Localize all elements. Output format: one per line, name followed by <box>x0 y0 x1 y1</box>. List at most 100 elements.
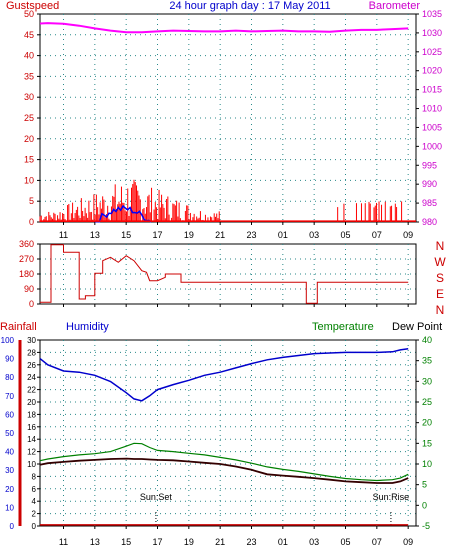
gust-tick-label: 35 <box>24 71 34 81</box>
temperature-tick-label: -5 <box>422 521 430 531</box>
wind-time-label: 07 <box>372 230 382 240</box>
wind-time-label: 11 <box>59 230 68 240</box>
direction-tick-label: 270 <box>19 254 34 264</box>
barometer-tick-label: 990 <box>422 179 437 189</box>
wind-time-label: 17 <box>152 230 162 240</box>
temperature-label: Temperature <box>312 321 374 333</box>
gust-tick-label: 0 <box>29 217 34 227</box>
barometer-tick-label: 995 <box>422 160 437 170</box>
wind-time-label: 09 <box>403 230 413 240</box>
wind-time-label: 13 <box>90 230 100 240</box>
temperature-tick-label: 40 <box>422 335 432 345</box>
direction-tick-label: 360 <box>19 239 34 249</box>
humidity-tick-label: 0 <box>32 522 37 531</box>
rain-tick-label: 40 <box>5 448 14 457</box>
humidity-tick-label: 14 <box>27 435 36 444</box>
humidity-tick-label: 12 <box>27 448 36 457</box>
wind-time-label: 21 <box>215 230 225 240</box>
humidity-line <box>39 347 409 402</box>
rain-tick-label: 50 <box>5 429 14 438</box>
compass-label: W <box>434 255 446 269</box>
humidity-tick-label: 18 <box>27 410 36 419</box>
temperature-tick-label: 15 <box>422 438 432 448</box>
wind-panel: 0510152025303540455098098599099510001005… <box>24 9 442 240</box>
rain-tick-label: 30 <box>5 466 14 475</box>
climate-time-label: 05 <box>340 537 350 547</box>
rain-tick-label: 100 <box>1 336 15 345</box>
humidity-tick-label: 8 <box>32 472 37 481</box>
wind-direction-line <box>40 244 409 304</box>
wind-time-label: 03 <box>309 230 319 240</box>
rain-tick-label: 80 <box>5 373 14 382</box>
rain-tick-label: 0 <box>10 522 15 531</box>
compass-label: N <box>436 303 445 317</box>
direction-tick-label: 0 <box>29 299 34 309</box>
humidity-tick-label: 24 <box>27 373 36 382</box>
temperature-tick-label: 0 <box>422 500 427 510</box>
wind-speed-line <box>94 204 152 223</box>
climate-time-label: 09 <box>403 537 413 547</box>
rain-tick-label: 10 <box>5 503 14 512</box>
humidity-tick-label: 26 <box>27 361 36 370</box>
barometer-tick-label: 1005 <box>422 122 442 132</box>
barometer-line <box>39 22 409 34</box>
climate-time-label: 03 <box>309 537 319 547</box>
humidity-tick-label: 30 <box>27 336 36 345</box>
climate-time-label: 17 <box>152 537 162 547</box>
compass-label: N <box>436 239 445 253</box>
barometer-tick-label: 985 <box>422 198 437 208</box>
gust-tick-label: 10 <box>24 175 34 185</box>
humidity-tick-label: 4 <box>32 497 37 506</box>
sunrise-label: Sun:Rise <box>373 492 410 502</box>
gust-tick-label: 15 <box>24 155 34 165</box>
wind-time-label: 15 <box>121 230 131 240</box>
gust-tick-label: 20 <box>24 134 34 144</box>
climate-time-label: 23 <box>246 537 256 547</box>
rainfall-label: Rainfall <box>0 321 37 333</box>
temperature-tick-label: 35 <box>422 356 432 366</box>
compass-label: S <box>436 271 444 285</box>
temperature-line <box>39 442 409 482</box>
temperature-tick-label: 25 <box>422 397 432 407</box>
barometer-tick-label: 1035 <box>422 9 442 19</box>
wind-time-label: 19 <box>184 230 194 240</box>
climate-time-label: 19 <box>184 537 194 547</box>
humidity-tick-label: 22 <box>27 386 36 395</box>
temperature-tick-label: 20 <box>422 418 432 428</box>
barometer-tick-label: 1025 <box>422 47 442 57</box>
barometer-label: Barometer <box>369 0 421 12</box>
sunset-label: Sun:Set <box>140 492 173 502</box>
humidity-label: Humidity <box>66 321 109 333</box>
dew-point-line <box>39 457 409 484</box>
climate-panel: 0102030405060708090100024681012141618202… <box>1 335 432 547</box>
wind-time-label: 01 <box>278 230 288 240</box>
humidity-tick-label: 10 <box>27 460 36 469</box>
temperature-tick-label: 30 <box>422 376 432 386</box>
compass-label: E <box>436 287 444 301</box>
barometer-tick-label: 1020 <box>422 66 442 76</box>
gust-tick-label: 30 <box>24 92 34 102</box>
temperature-tick-label: 10 <box>422 459 432 469</box>
climate-time-label: 07 <box>372 537 382 547</box>
temperature-tick-label: 5 <box>422 480 427 490</box>
direction-tick-label: 180 <box>19 269 34 279</box>
wind-time-label: 05 <box>340 230 350 240</box>
barometer-tick-label: 980 <box>422 217 437 227</box>
climate-time-label: 11 <box>59 537 68 547</box>
gust-tick-label: 45 <box>24 30 34 40</box>
rain-tick-label: 90 <box>5 355 14 364</box>
gust-tick-label: 40 <box>24 51 34 61</box>
gustspeed-label: Gustspeed <box>6 0 59 12</box>
barometer-tick-label: 1010 <box>422 104 442 114</box>
climate-time-label: 13 <box>90 537 100 547</box>
climate-frame <box>39 339 417 527</box>
humidity-tick-label: 6 <box>32 485 37 494</box>
barometer-tick-label: 1030 <box>422 28 442 38</box>
dew-point-label: Dew Point <box>392 321 442 333</box>
rain-tick-label: 70 <box>5 392 14 401</box>
rain-tick-label: 20 <box>5 485 14 494</box>
humidity-tick-label: 28 <box>27 348 36 357</box>
